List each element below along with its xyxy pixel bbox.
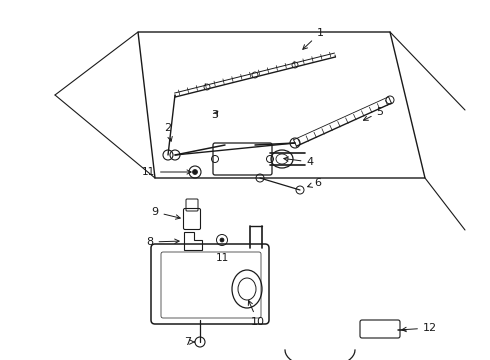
- Text: 2: 2: [165, 123, 172, 141]
- Text: 5: 5: [364, 107, 384, 120]
- Text: 3: 3: [212, 110, 219, 120]
- Text: 1: 1: [303, 28, 323, 49]
- Text: 12: 12: [402, 323, 437, 333]
- Text: 9: 9: [151, 207, 180, 219]
- Text: 4: 4: [284, 157, 314, 167]
- Text: 11: 11: [216, 253, 229, 263]
- Text: 7: 7: [184, 337, 195, 347]
- Circle shape: [193, 170, 197, 175]
- Text: 6: 6: [308, 178, 321, 188]
- Circle shape: [220, 238, 224, 242]
- Text: 8: 8: [147, 237, 179, 247]
- Text: 11: 11: [142, 167, 191, 177]
- Text: 10: 10: [248, 301, 265, 327]
